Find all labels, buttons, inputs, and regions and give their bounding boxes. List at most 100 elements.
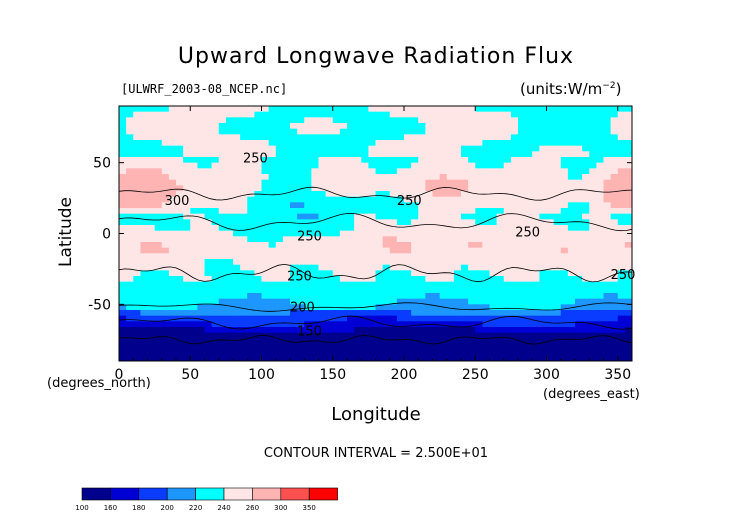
field-cell bbox=[439, 140, 448, 147]
colorbar-swatch bbox=[195, 487, 225, 501]
field-cell bbox=[126, 202, 134, 209]
field-cell bbox=[154, 202, 163, 209]
field-cell bbox=[140, 270, 149, 277]
field-cell bbox=[461, 140, 469, 147]
field-cell bbox=[624, 327, 632, 334]
field-cell bbox=[389, 264, 398, 271]
field-cell bbox=[475, 174, 483, 181]
field-cell bbox=[546, 242, 555, 249]
field-cell bbox=[318, 140, 327, 147]
field-cell bbox=[339, 213, 348, 220]
field-cell bbox=[382, 338, 391, 345]
field-cell bbox=[453, 128, 462, 135]
field-cell bbox=[510, 281, 519, 288]
field-cell bbox=[482, 242, 491, 249]
field-cell bbox=[503, 304, 512, 311]
field-cell bbox=[304, 145, 312, 152]
field-cell bbox=[154, 270, 163, 277]
field-cell bbox=[418, 111, 426, 118]
field-cell bbox=[567, 355, 576, 361]
field-cell bbox=[183, 196, 191, 203]
field-cell bbox=[610, 128, 619, 135]
field-cell bbox=[539, 338, 548, 345]
field-cell bbox=[560, 151, 569, 158]
field-cell bbox=[126, 264, 134, 271]
field-cell bbox=[418, 123, 426, 130]
field-cell bbox=[624, 145, 632, 152]
field-cell bbox=[168, 259, 177, 266]
field-cell bbox=[553, 111, 562, 118]
field-cell bbox=[596, 185, 605, 192]
field-cell bbox=[603, 259, 612, 266]
field-cell bbox=[325, 253, 334, 260]
field-cell bbox=[126, 242, 134, 249]
field-cell bbox=[197, 315, 206, 322]
field-cell bbox=[218, 128, 227, 135]
field-cell bbox=[247, 219, 255, 226]
field-cell bbox=[282, 111, 291, 118]
field-cell bbox=[183, 276, 191, 283]
field-cell bbox=[525, 123, 533, 130]
field-cell bbox=[140, 304, 149, 311]
field-cell bbox=[532, 276, 540, 283]
field-cell bbox=[354, 140, 362, 147]
field-cell bbox=[624, 140, 632, 147]
field-cell bbox=[126, 111, 134, 118]
field-cell bbox=[133, 253, 141, 260]
field-cell bbox=[582, 315, 590, 322]
field-cell bbox=[140, 128, 149, 135]
field-cell bbox=[204, 247, 213, 254]
field-cell bbox=[617, 253, 626, 260]
field-cell bbox=[218, 253, 227, 260]
field-cell bbox=[311, 157, 320, 164]
field-cell bbox=[411, 321, 419, 328]
field-cell bbox=[282, 355, 291, 361]
field-cell bbox=[539, 298, 548, 305]
field-cell bbox=[176, 259, 184, 266]
field-cell bbox=[332, 338, 341, 345]
field-cell bbox=[290, 355, 298, 361]
field-cell bbox=[282, 281, 291, 288]
field-cell bbox=[261, 344, 270, 351]
field-cell bbox=[475, 338, 483, 345]
field-cell bbox=[546, 281, 555, 288]
field-cell bbox=[361, 145, 369, 152]
field-cell bbox=[204, 304, 213, 311]
field-cell bbox=[154, 151, 163, 158]
field-cell bbox=[133, 219, 141, 226]
field-cell bbox=[190, 270, 198, 277]
field-cell bbox=[603, 287, 612, 294]
field-cell bbox=[197, 276, 206, 283]
field-cell bbox=[225, 355, 234, 361]
field-cell bbox=[382, 196, 391, 203]
field-cell bbox=[496, 344, 505, 351]
field-cell bbox=[396, 355, 405, 361]
field-cell bbox=[518, 213, 526, 220]
field-cell bbox=[126, 298, 134, 305]
field-cell bbox=[518, 321, 526, 328]
field-cell bbox=[297, 191, 305, 198]
field-cell bbox=[311, 111, 320, 118]
field-cell bbox=[311, 225, 320, 232]
field-cell bbox=[596, 219, 605, 226]
field-cell bbox=[425, 332, 434, 339]
field-cell bbox=[382, 253, 391, 260]
field-cell bbox=[268, 315, 277, 322]
field-cell bbox=[567, 315, 576, 322]
field-cell bbox=[439, 168, 448, 175]
field-cell bbox=[404, 327, 412, 334]
field-cell bbox=[311, 253, 320, 260]
field-cell bbox=[147, 151, 156, 158]
field-cell bbox=[439, 264, 448, 271]
field-cell bbox=[446, 111, 455, 118]
field-cell bbox=[218, 276, 227, 283]
field-cell bbox=[211, 321, 220, 328]
field-cell bbox=[546, 162, 555, 169]
field-cell bbox=[325, 327, 334, 334]
field-cell bbox=[190, 327, 198, 334]
field-cell bbox=[389, 196, 398, 203]
field-cell bbox=[468, 157, 476, 164]
field-cell bbox=[161, 247, 170, 254]
field-cell bbox=[225, 332, 234, 339]
